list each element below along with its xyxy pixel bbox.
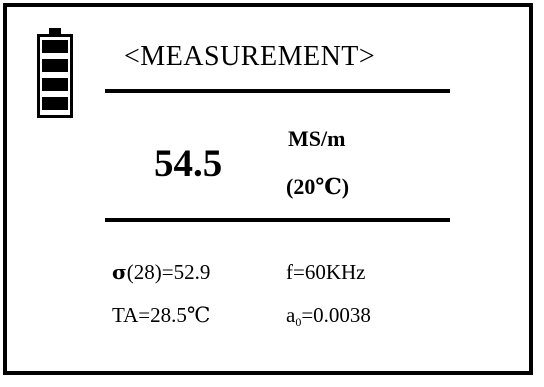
sigma-symbol: σ xyxy=(112,260,127,284)
reference-temperature: (20℃) xyxy=(286,174,350,199)
measurement-value: 54.5 xyxy=(154,142,223,185)
sigma-value: (28)=52.9 xyxy=(126,260,211,284)
battery-cell xyxy=(42,78,68,91)
ambient-temperature-reading: TA=28.5℃ xyxy=(112,303,211,327)
coefficient-reading: a0=0.0038 xyxy=(286,303,371,329)
coefficient-subscript: 0 xyxy=(295,315,302,329)
battery-cell xyxy=(42,40,68,53)
battery-cap xyxy=(49,28,61,34)
screen-title: <MEASUREMENT> xyxy=(124,41,376,72)
divider-bottom xyxy=(105,218,450,222)
measurement-screen: <MEASUREMENT> 54.5 MS/m (20℃) σ(28)=52.9… xyxy=(3,3,533,375)
battery-icon xyxy=(37,28,73,118)
battery-cell xyxy=(42,59,68,72)
frequency-reading: f=60KHz xyxy=(286,260,366,284)
battery-body xyxy=(37,34,73,118)
sigma-reading: σ(28)=52.9 xyxy=(112,260,210,285)
measurement-unit: MS/m xyxy=(288,126,346,151)
battery-cell xyxy=(42,97,68,110)
coefficient-value: =0.0038 xyxy=(301,303,371,327)
divider-top xyxy=(105,89,450,93)
coefficient-prefix: a xyxy=(286,303,296,327)
